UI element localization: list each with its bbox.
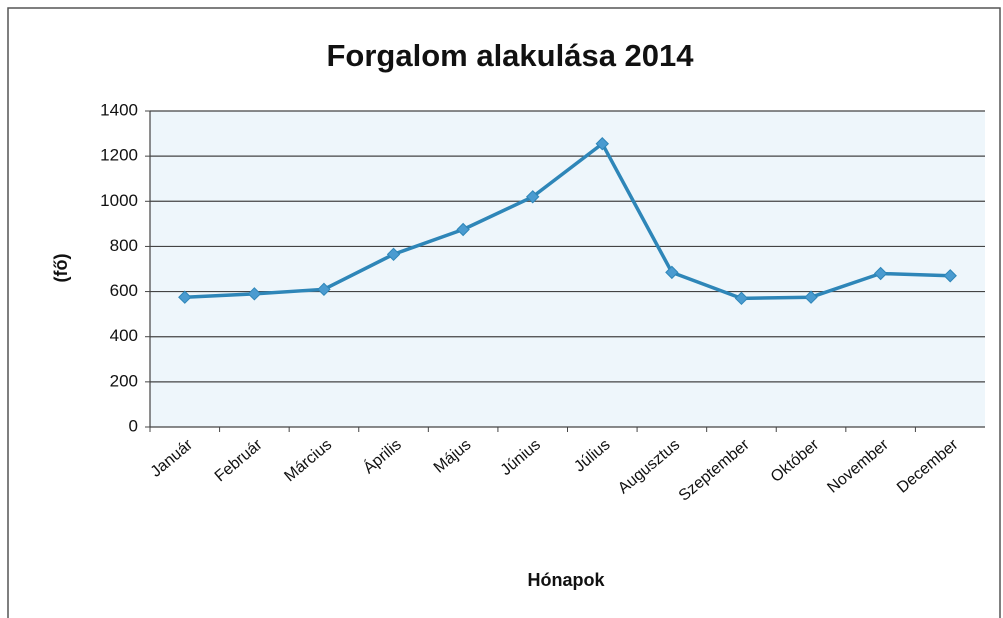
data-marker xyxy=(873,266,888,281)
data-marker xyxy=(386,247,401,262)
x-tick-label: Szeptember xyxy=(676,436,754,505)
y-tick-label: 1400 xyxy=(100,100,138,119)
x-tick-label: Január xyxy=(148,436,197,481)
data-marker xyxy=(178,290,192,304)
x-tick-label: Március xyxy=(281,436,335,485)
x-tick-label: Október xyxy=(768,436,823,486)
data-marker xyxy=(247,287,262,301)
x-tick-label: Május xyxy=(431,436,475,476)
chart-title: Forgalom alakulása 2014 xyxy=(326,38,694,73)
x-tick-label: Február xyxy=(212,436,266,485)
data-marker xyxy=(456,222,470,237)
series-line xyxy=(184,141,951,301)
data-marker xyxy=(734,291,749,306)
data-marker xyxy=(804,290,818,304)
data-marker xyxy=(595,137,609,151)
data-marker xyxy=(526,190,540,204)
x-tick-label: December xyxy=(894,436,962,497)
data-marker xyxy=(943,269,957,283)
y-tick-label: 600 xyxy=(110,281,138,300)
chart-frame xyxy=(7,7,1001,618)
x-tick-label: Április xyxy=(359,435,405,478)
y-tick-label: 400 xyxy=(110,326,138,345)
y-tick-label: 1000 xyxy=(100,191,138,210)
x-tick-label: Július xyxy=(571,436,613,475)
y-tick-label: 200 xyxy=(110,371,138,390)
y-tick-label: 1200 xyxy=(100,146,138,165)
data-marker xyxy=(317,282,331,297)
x-tick-label: Augusztus xyxy=(615,436,683,497)
plot-area xyxy=(150,111,985,427)
x-tick-label: Június xyxy=(498,436,544,479)
y-axis-label: (fő) xyxy=(51,254,71,283)
y-tick-label: 800 xyxy=(110,236,138,255)
x-tick-label: November xyxy=(824,436,892,497)
y-tick-label: 0 xyxy=(129,416,138,435)
x-axis-label: Hónapok xyxy=(527,570,605,590)
data-marker xyxy=(665,265,679,280)
